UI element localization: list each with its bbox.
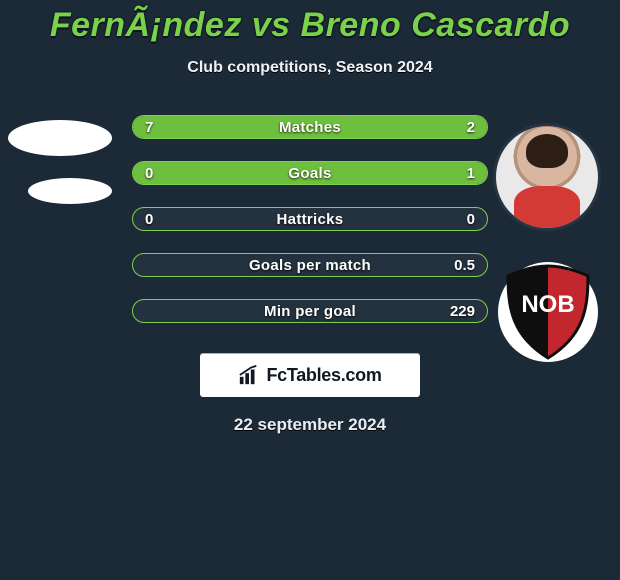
stat-row: 01Goals bbox=[132, 161, 488, 185]
club-badge: NOB bbox=[496, 260, 600, 364]
brand-text: FcTables.com bbox=[266, 365, 381, 386]
stat-label: Goals per match bbox=[133, 254, 487, 276]
stat-label: Min per goal bbox=[133, 300, 487, 322]
stat-label: Matches bbox=[133, 116, 487, 138]
page-subtitle: Club competitions, Season 2024 bbox=[0, 59, 620, 77]
stat-label: Goals bbox=[133, 162, 487, 184]
stat-row: 72Matches bbox=[132, 115, 488, 139]
stat-row: 0.5Goals per match bbox=[132, 253, 488, 277]
stat-label: Hattricks bbox=[133, 208, 487, 230]
club-badge-text: NOB bbox=[521, 291, 574, 318]
snapshot-date: 22 september 2024 bbox=[0, 415, 620, 435]
bars-icon bbox=[238, 364, 260, 386]
stat-row: 229Min per goal bbox=[132, 299, 488, 323]
page-title: FernÃ¡ndez vs Breno Cascardo bbox=[0, 6, 620, 45]
player-left-avatar-2 bbox=[28, 178, 112, 204]
player-right-avatar bbox=[496, 126, 598, 228]
stat-rows: 72Matches 01Goals 00Hattricks 0.5Goals per … bbox=[132, 115, 488, 323]
stat-row: 00Hattricks bbox=[132, 207, 488, 231]
player-left-avatar-1 bbox=[8, 120, 112, 156]
brand-badge: FcTables.com bbox=[200, 353, 420, 397]
